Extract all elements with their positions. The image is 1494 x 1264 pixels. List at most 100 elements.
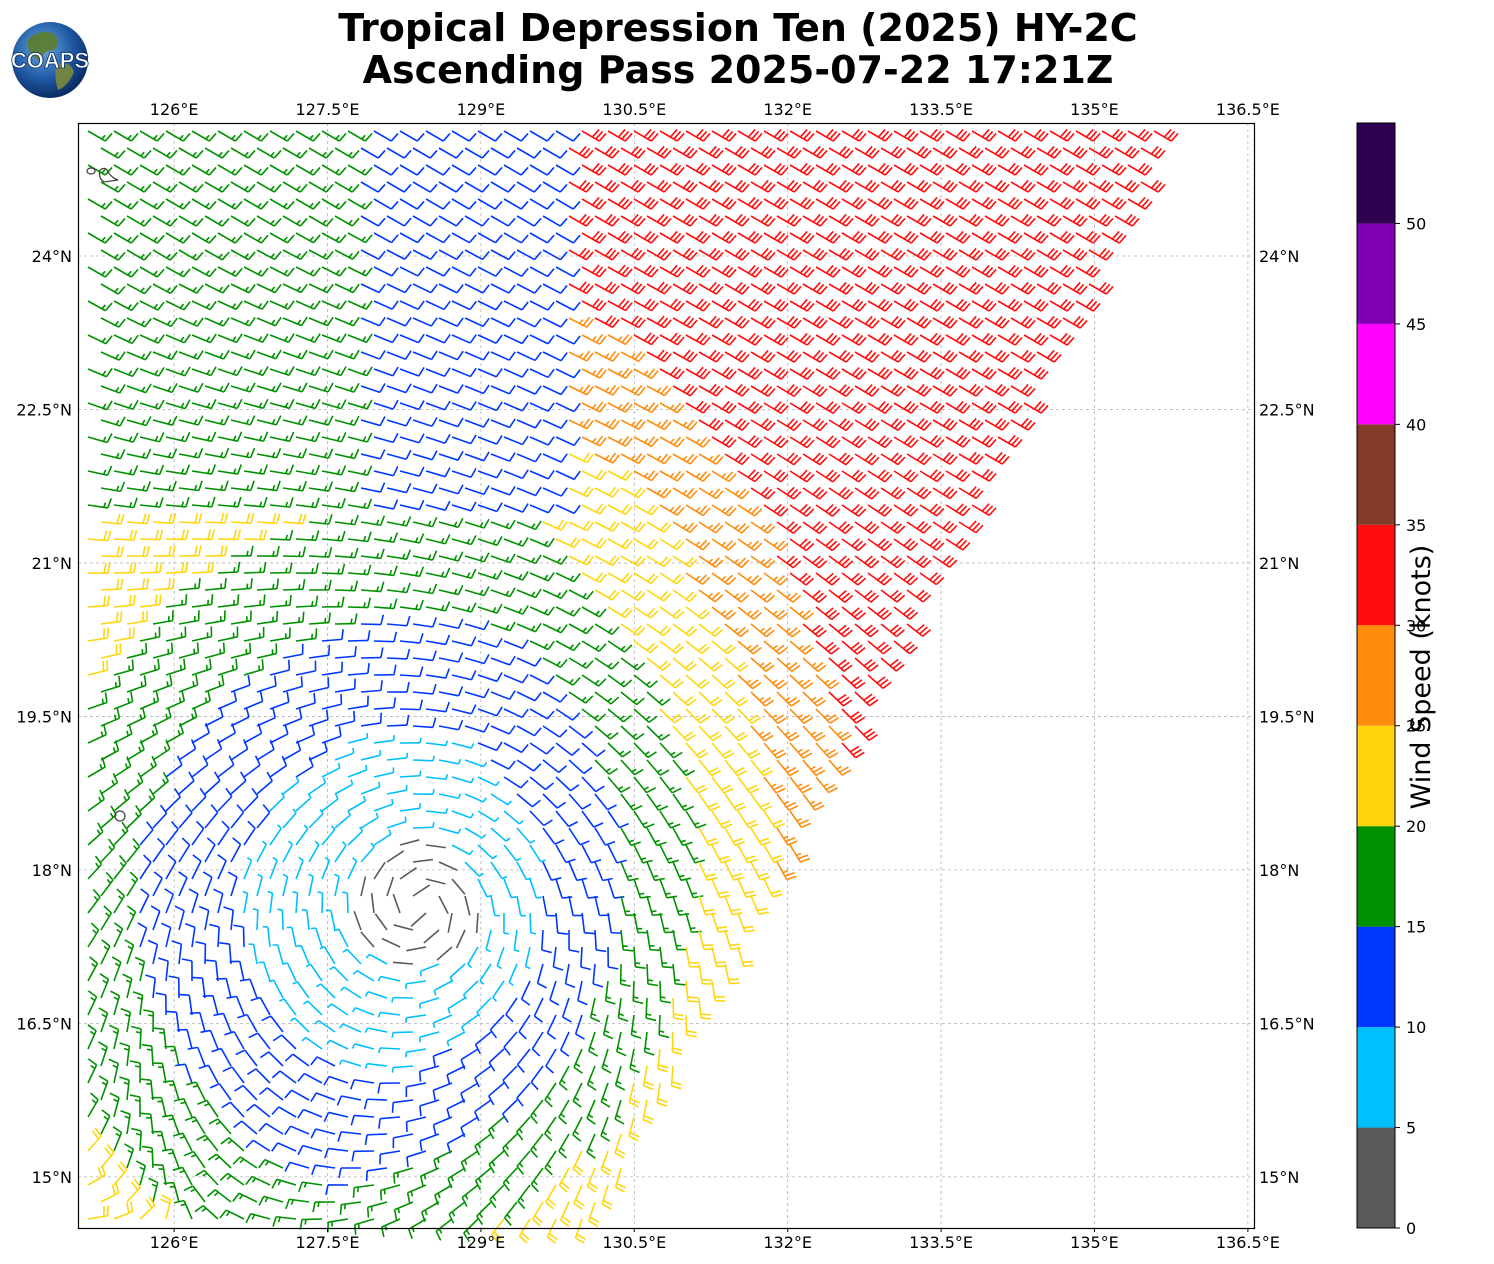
barb-feather <box>806 200 815 210</box>
barb-feather <box>455 217 464 227</box>
barb-half-feather <box>734 558 740 564</box>
wind-barb <box>269 232 295 244</box>
wind-barb <box>334 349 360 360</box>
barb-feather <box>845 388 854 397</box>
wind-barb <box>373 466 399 477</box>
barb-feather <box>825 503 834 513</box>
barb-half-feather <box>245 451 250 458</box>
barb-half-feather <box>595 610 600 616</box>
barb-shaft <box>607 470 627 481</box>
barb-feather <box>586 556 594 566</box>
barb-feather <box>181 529 186 540</box>
barb-shaft <box>477 300 497 311</box>
barb-feather <box>711 591 720 600</box>
barb-feather <box>919 523 929 532</box>
barb-feather <box>767 285 776 295</box>
barb-shaft <box>295 232 314 244</box>
barb-feather <box>942 315 951 325</box>
barb-shaft <box>295 198 314 210</box>
barb-feather <box>803 334 812 344</box>
wind-barb <box>958 315 984 329</box>
barb-feather <box>708 179 717 189</box>
wind-barb <box>1023 196 1049 210</box>
wind-barb <box>854 247 880 261</box>
barb-feather <box>803 300 812 310</box>
barb-feather <box>998 317 1007 327</box>
barb-feather <box>509 655 516 666</box>
barb-feather <box>890 145 899 155</box>
barb-half-feather <box>166 151 171 157</box>
wind-barb <box>451 266 477 277</box>
barb-feather <box>546 200 555 210</box>
barb-shaft <box>659 504 678 516</box>
wind-barb <box>204 512 229 524</box>
barb-feather <box>767 149 776 159</box>
barb-feather <box>890 349 899 359</box>
wind-barb <box>685 400 711 414</box>
barb-feather <box>656 213 665 223</box>
wind-barb <box>958 349 984 363</box>
wind-barb <box>503 368 529 378</box>
barb-half-feather <box>285 600 288 606</box>
barb-feather <box>1141 164 1150 174</box>
barb-feather <box>1007 196 1016 206</box>
wind-barb <box>1010 349 1036 363</box>
barb-feather <box>871 491 880 500</box>
barb-feather <box>534 318 542 328</box>
barb-feather <box>625 369 633 379</box>
wind-barb <box>672 419 698 431</box>
barb-feather <box>611 183 620 193</box>
barb-feather <box>608 350 617 360</box>
barb-feather <box>728 302 737 312</box>
barb-feather <box>431 417 438 427</box>
barb-feather <box>508 284 516 294</box>
barb-half-feather <box>556 557 562 564</box>
barb-feather <box>988 234 997 244</box>
barb-feather <box>494 132 503 142</box>
barb-feather <box>1137 162 1146 172</box>
barb-feather <box>916 520 925 530</box>
wind-barb <box>386 648 411 660</box>
wind-barb <box>867 196 893 210</box>
barb-half-feather <box>140 219 145 225</box>
wind-barb <box>464 283 490 294</box>
barb-feather <box>760 452 769 461</box>
wind-barb <box>906 247 932 261</box>
barb-feather <box>715 559 724 568</box>
barb-feather <box>842 386 851 395</box>
wind-barb <box>776 589 802 603</box>
wind-barb <box>217 398 243 410</box>
barb-feather <box>988 336 997 346</box>
wind-barb <box>867 572 893 586</box>
barb-half-feather <box>309 269 315 275</box>
barb-feather <box>1131 217 1140 227</box>
barb-feather <box>1001 285 1010 295</box>
barb-feather <box>443 333 451 344</box>
barb-shaft <box>555 334 575 345</box>
barb-feather <box>806 234 815 244</box>
barb-shaft <box>737 606 755 620</box>
barb-feather <box>621 401 630 411</box>
barb-feather <box>313 333 321 343</box>
barb-shaft <box>724 589 742 603</box>
barb-feather <box>994 315 1003 325</box>
barb-shaft <box>490 487 511 496</box>
wind-barb <box>776 486 802 500</box>
barb-feather <box>793 319 802 329</box>
barb-feather <box>1053 217 1062 227</box>
barb-feather <box>962 200 971 210</box>
barb-feather <box>897 285 906 295</box>
barb-feather <box>968 520 977 529</box>
barb-feather <box>708 349 717 359</box>
barb-feather <box>920 147 929 157</box>
barb-shaft <box>438 385 458 394</box>
wind-barb <box>243 529 268 541</box>
barb-shaft <box>87 130 106 142</box>
barb-feather <box>832 405 841 414</box>
barb-feather <box>673 232 682 242</box>
wind-barb <box>152 215 178 227</box>
barb-feather <box>248 284 256 294</box>
barb-feather <box>936 542 945 551</box>
barb-feather <box>634 351 643 361</box>
barb-feather <box>352 316 360 327</box>
